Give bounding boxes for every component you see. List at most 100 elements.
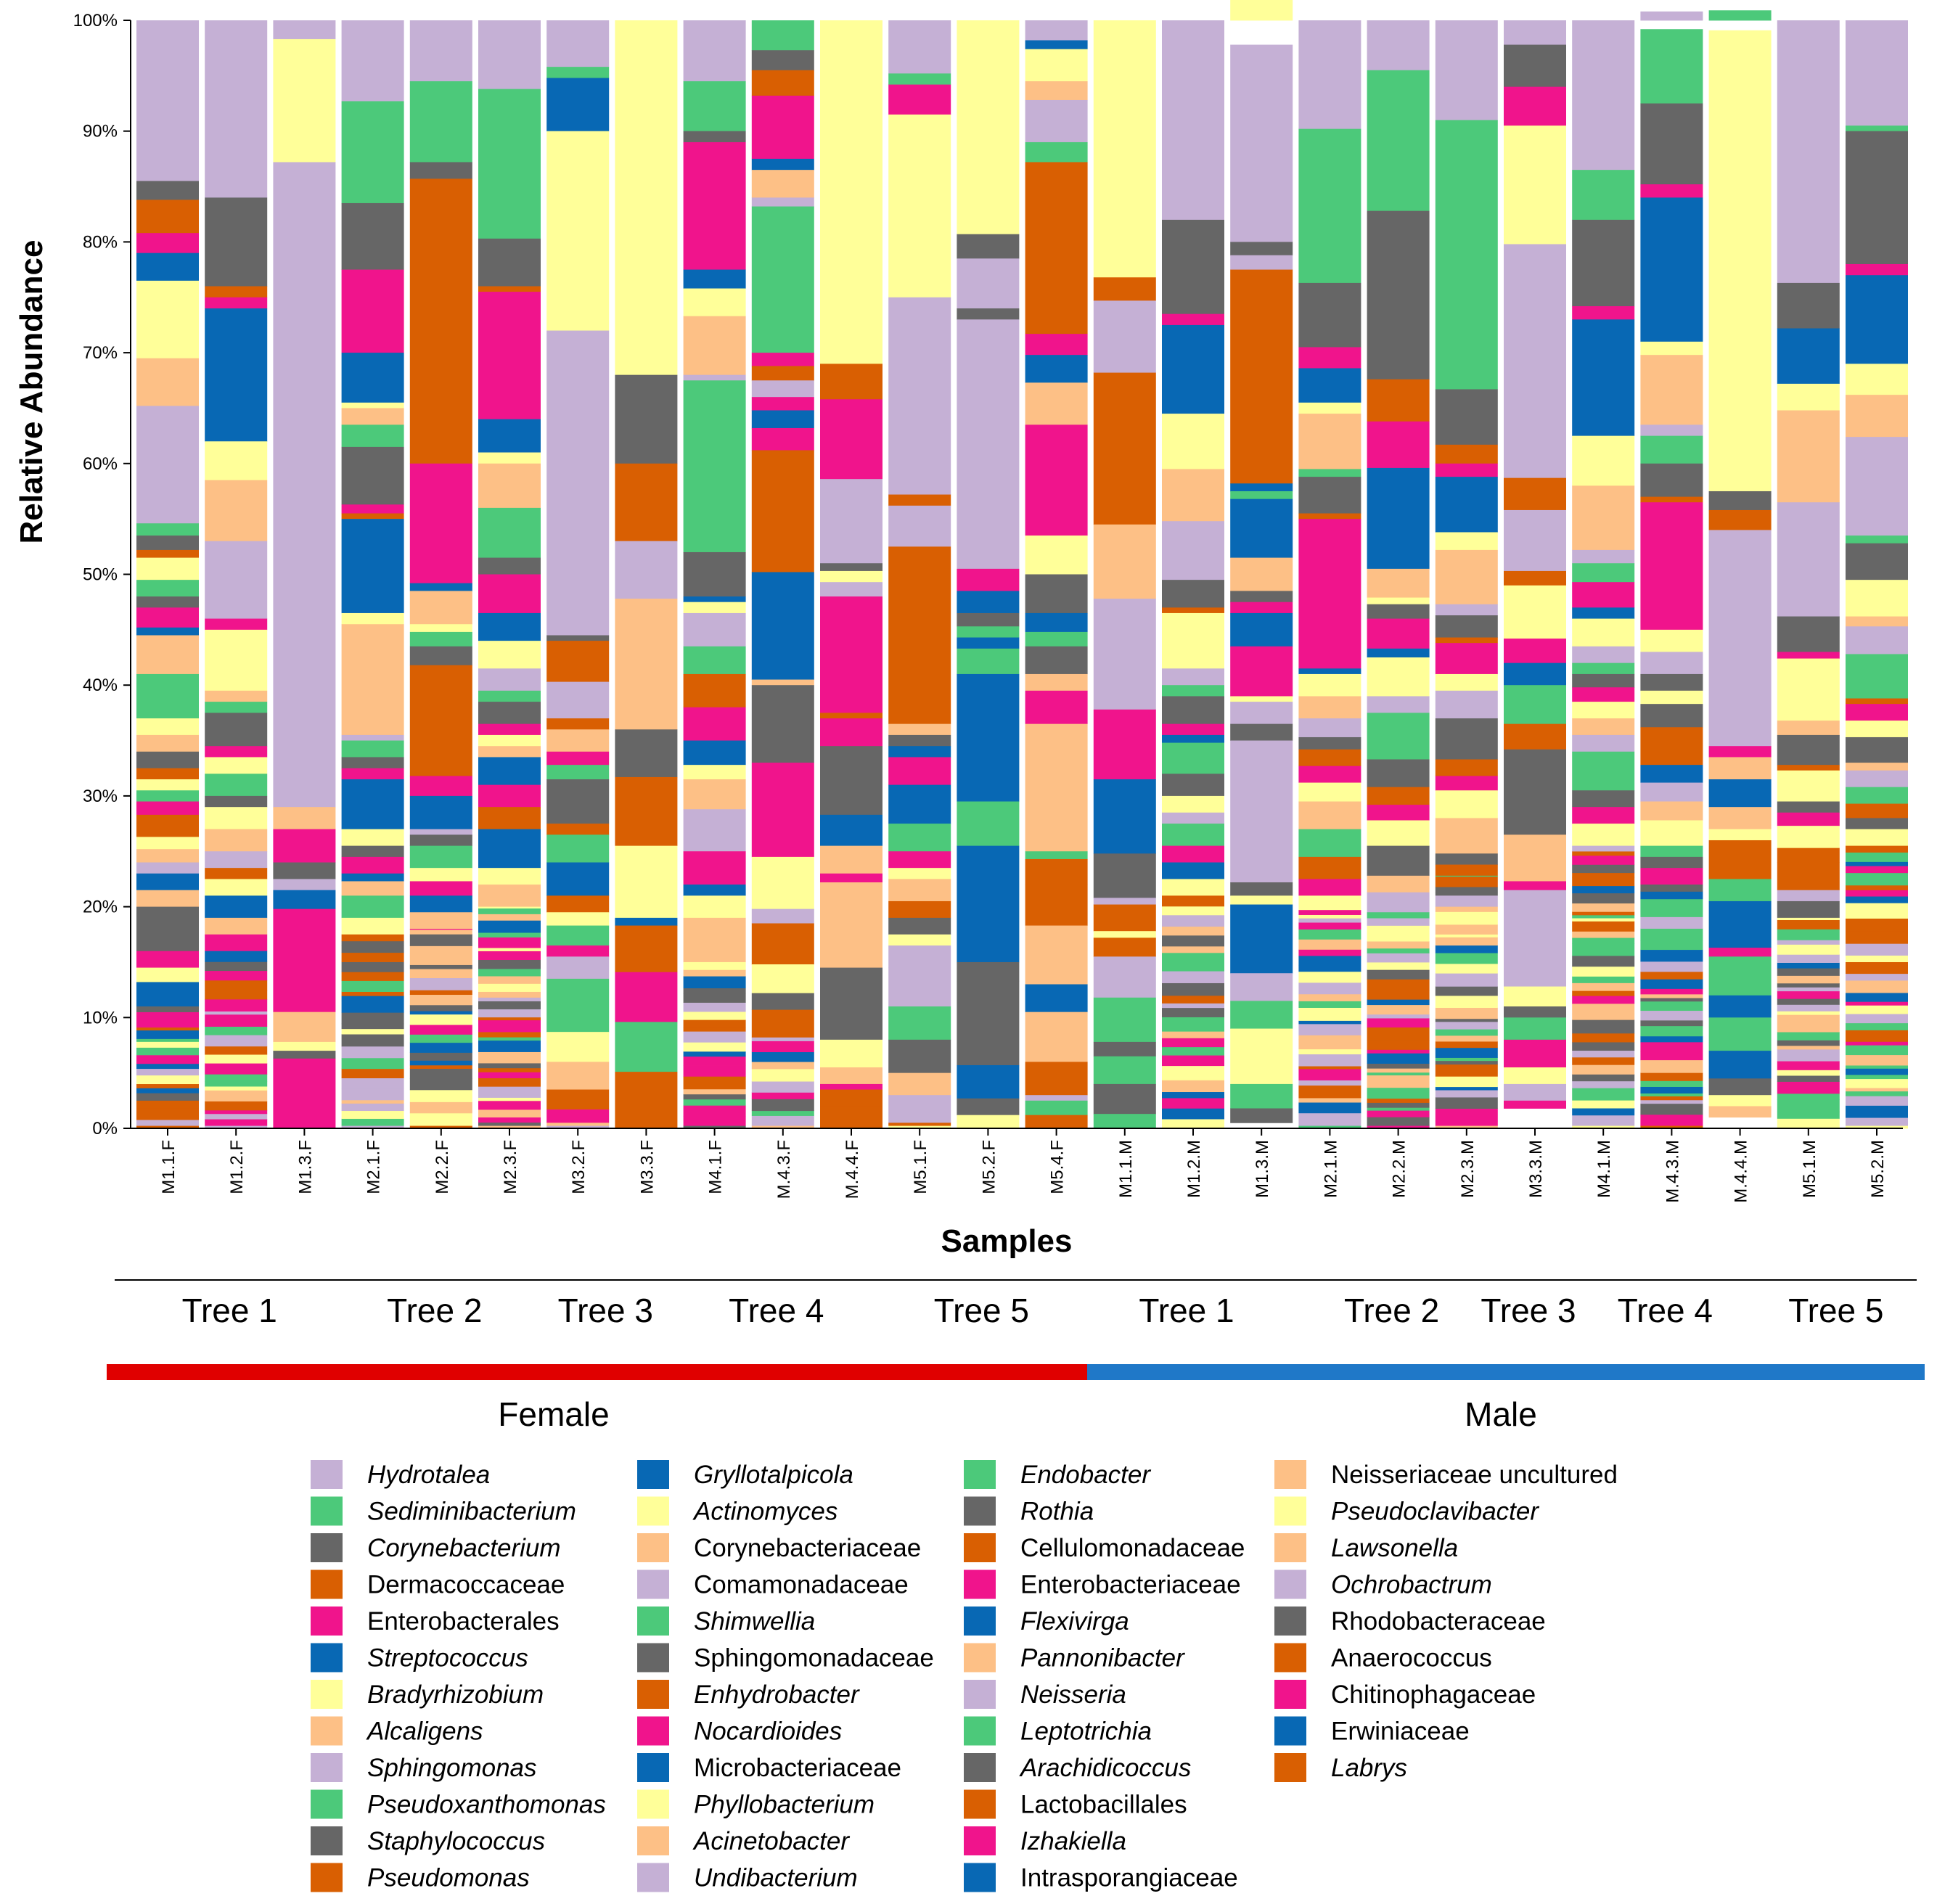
bar-segment xyxy=(1025,382,1088,425)
legend-swatch xyxy=(1274,1496,1306,1526)
bar-segment xyxy=(1435,776,1498,791)
bar-segment xyxy=(1298,956,1361,966)
bar-segment xyxy=(1846,654,1908,699)
legend-item: Labrys xyxy=(1274,1753,1407,1782)
bar-segment xyxy=(1572,855,1635,865)
legend-item: Cellulomonadaceae xyxy=(964,1533,1245,1562)
bar-segment xyxy=(205,998,268,1012)
bar-segment xyxy=(341,845,404,858)
bar-segment xyxy=(1230,696,1293,702)
bar-segment xyxy=(751,50,814,71)
bar-segment xyxy=(1367,70,1430,212)
bar-segment xyxy=(1025,334,1088,356)
bar-segment xyxy=(1640,1099,1703,1104)
legend-label: Enhydrobacter xyxy=(694,1681,860,1709)
y-tick-label: 90% xyxy=(83,122,118,141)
bar-segment xyxy=(683,885,746,896)
bar-segment xyxy=(1025,99,1088,143)
bar-segment xyxy=(478,1125,541,1129)
bar-segment xyxy=(1777,919,1840,930)
bar-segment xyxy=(136,1108,199,1120)
bar-segment xyxy=(136,1063,199,1070)
bar-segment xyxy=(478,885,541,907)
bar-segment xyxy=(409,977,472,990)
bar-segment xyxy=(1708,1078,1772,1096)
bar-segment xyxy=(478,959,541,969)
legend-label: Pseudomonas xyxy=(367,1864,530,1892)
bar-segment xyxy=(1162,324,1224,414)
bar-segment xyxy=(205,879,268,896)
bar-segment xyxy=(1093,300,1156,373)
bar-segment xyxy=(751,679,814,686)
bar-segment xyxy=(205,774,268,797)
bar-segment xyxy=(1298,1102,1361,1114)
bar-segment xyxy=(478,690,541,702)
bar-segment xyxy=(1708,1106,1772,1118)
bar-segment xyxy=(1298,1049,1361,1055)
legend-item: Sphingomonadaceae xyxy=(637,1643,934,1673)
bar-segment xyxy=(478,1109,541,1118)
bar-segment xyxy=(1640,184,1703,198)
bar-segment xyxy=(1230,740,1293,883)
bar-segment xyxy=(1572,1019,1635,1030)
bar-segment xyxy=(409,178,472,464)
bar-segment xyxy=(751,353,814,366)
bar-segment xyxy=(1846,736,1908,763)
bar-segment xyxy=(1504,723,1566,750)
bar-segment xyxy=(1298,929,1361,940)
legend-swatch xyxy=(964,1789,996,1819)
bar-segment xyxy=(888,114,951,298)
bar-segment xyxy=(683,1116,746,1126)
bar-segment xyxy=(1572,892,1635,904)
bar-segment xyxy=(1162,1055,1224,1060)
legend-swatch xyxy=(1274,1569,1306,1599)
x-tick-label: M2.1.M xyxy=(1321,1140,1340,1198)
bar-segment xyxy=(205,1046,268,1055)
bar-segment xyxy=(888,1125,951,1129)
bar-segment xyxy=(205,1011,268,1015)
bar-segment xyxy=(205,286,268,298)
bar-segment xyxy=(1846,1001,1908,1006)
bar-segment xyxy=(341,1125,404,1129)
legend-swatch xyxy=(1274,1680,1306,1709)
bar-segment xyxy=(1846,1088,1908,1092)
bar-segment xyxy=(1230,491,1293,500)
bar-segment xyxy=(1777,1111,1840,1119)
bar-segment xyxy=(1162,313,1224,326)
bar-segment xyxy=(1025,1095,1088,1101)
bar-segment xyxy=(1435,953,1498,964)
bar-segment xyxy=(683,646,746,675)
bar-segment xyxy=(1572,702,1635,719)
bar-segment xyxy=(615,972,678,1022)
bar-segment xyxy=(478,238,541,287)
bar-segment xyxy=(136,200,199,234)
bar-segment xyxy=(1777,1004,1840,1012)
bar-segment xyxy=(1640,820,1703,847)
bar-segment xyxy=(1230,0,1293,21)
bar-segment xyxy=(1777,652,1840,659)
bar-segment xyxy=(1435,1057,1498,1062)
bar-segment xyxy=(1640,29,1703,104)
bar-M.4.3.M xyxy=(1640,11,1703,1129)
bar-segment xyxy=(1162,795,1224,813)
bar-segment xyxy=(1640,998,1703,1002)
bar-segment xyxy=(1846,787,1908,804)
bar-segment xyxy=(136,734,199,752)
bar-segment xyxy=(409,956,472,965)
bar-segment xyxy=(820,882,882,968)
bar-segment xyxy=(751,70,814,97)
bar-segment xyxy=(478,1100,541,1107)
bar-segment xyxy=(1572,1064,1635,1075)
legend-item: Lactobacillales xyxy=(964,1789,1187,1819)
bar-segment xyxy=(1435,718,1498,760)
bar-segment xyxy=(683,288,746,317)
bar-segment xyxy=(1846,580,1908,617)
bar-segment xyxy=(1572,20,1635,171)
x-tick-label: M4.1.M xyxy=(1594,1140,1614,1198)
bar-segment xyxy=(1162,1007,1224,1017)
sex-group-label: Female xyxy=(498,1395,609,1433)
bar-segment xyxy=(478,906,541,909)
bar-segment xyxy=(1572,943,1635,956)
bar-segment xyxy=(1367,941,1430,949)
bar-segment xyxy=(136,280,199,359)
